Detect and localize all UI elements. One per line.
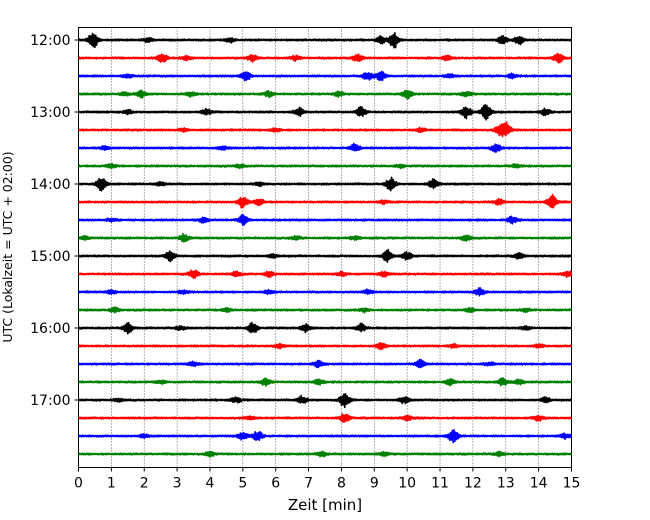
- x-axis-ticks: 0 1 2 3 4 5 6 7 8 9 10 11 12 13 14 15: [74, 467, 581, 492]
- x-axis-label: Zeit [min]: [288, 496, 362, 514]
- grid-layer: [111, 27, 539, 468]
- trace-1330: [77, 142, 573, 154]
- y-axis-ticks: 12:00 13:00 14:00 15:00 16:00 17:00: [30, 33, 79, 409]
- x-tick-label: 7: [304, 476, 313, 492]
- trace-1315: [77, 121, 573, 138]
- x-tick-label: 12: [464, 476, 482, 492]
- y-tick-label: 12:00: [30, 33, 70, 49]
- trace-1630: [77, 358, 573, 369]
- x-tick-label: 9: [370, 476, 379, 492]
- trace-1345: [77, 162, 573, 170]
- x-tick-label: 6: [271, 476, 280, 492]
- x-tick-label: 14: [530, 476, 548, 492]
- y-tick-label: 14:00: [30, 177, 70, 193]
- trace-1215: [77, 52, 573, 64]
- trace-1300: [77, 103, 573, 121]
- x-tick-label: 3: [173, 476, 182, 492]
- trace-layer: [77, 32, 573, 458]
- trace-1530: [77, 287, 573, 297]
- x-tick-label: 2: [140, 476, 149, 492]
- x-tick-label: 0: [74, 476, 83, 492]
- trace-1730: [77, 428, 573, 444]
- trace-1515: [77, 269, 573, 279]
- trace-1245: [77, 89, 573, 100]
- trace-1200: [77, 32, 573, 49]
- y-tick-label: 15:00: [30, 249, 70, 265]
- trace-1415: [77, 193, 573, 209]
- trace-1430: [77, 213, 573, 227]
- plot-frame: [78, 27, 572, 468]
- y-axis-label: UTC (Lokalzeit = UTC + 02:00): [0, 151, 15, 342]
- trace-1545: [77, 306, 573, 314]
- trace-1615: [77, 341, 573, 351]
- trace-1715: [77, 413, 573, 423]
- trace-1400: [77, 176, 573, 192]
- x-tick-label: 11: [431, 476, 449, 492]
- trace-1600: [77, 321, 573, 335]
- trace-1500: [77, 248, 573, 263]
- x-tick-label: 5: [238, 476, 247, 492]
- y-tick-label: 13:00: [30, 105, 70, 121]
- trace-1745: [77, 450, 573, 458]
- x-tick-label: 13: [497, 476, 515, 492]
- trace-1230: [77, 70, 573, 82]
- y-tick-label: 16:00: [30, 321, 70, 337]
- trace-1645: [77, 377, 573, 387]
- x-tick-label: 1: [107, 476, 116, 492]
- trace-1445: [77, 232, 573, 243]
- y-tick-label: 17:00: [30, 393, 70, 409]
- x-tick-label: 4: [206, 476, 215, 492]
- x-tick-label: 15: [563, 476, 581, 492]
- x-tick-label: 8: [337, 476, 346, 492]
- trace-1700: [77, 392, 573, 409]
- x-tick-label: 10: [398, 476, 416, 492]
